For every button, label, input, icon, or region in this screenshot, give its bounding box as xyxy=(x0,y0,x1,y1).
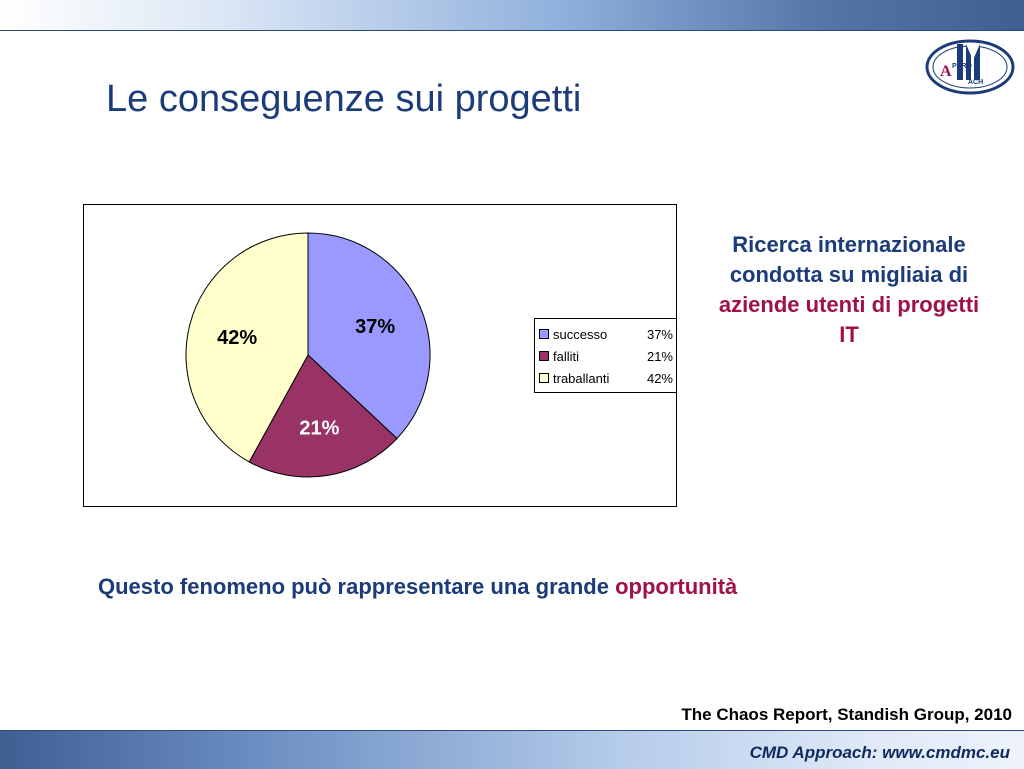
research-note: Ricerca internazionale condotta su migli… xyxy=(708,230,990,350)
pie-slice-falliti xyxy=(248,354,398,478)
legend-value: 42% xyxy=(646,370,673,386)
source-citation: The Chaos Report, Standish Group, 2010 xyxy=(681,705,1012,724)
legend-label: traballanti xyxy=(553,370,610,386)
legend-label: successo xyxy=(553,326,608,342)
statement-highlight: opportunità xyxy=(615,574,738,599)
legend-swatch-traballanti xyxy=(539,373,549,383)
research-note-highlight: aziende utenti di progetti IT xyxy=(718,292,980,347)
svg-text:ACH: ACH xyxy=(968,79,983,86)
chart-legend: successo 37% falliti 21% traballanti 42% xyxy=(534,318,677,393)
legend-label: falliti xyxy=(553,348,580,364)
pie-label-successo: 37% xyxy=(355,316,395,338)
company-logo: A PPRO ACH xyxy=(924,38,1016,101)
pie-slice-successo xyxy=(307,232,431,440)
pie-chart: 37% 21% 42% xyxy=(185,232,431,478)
svg-text:A: A xyxy=(940,63,952,80)
footer-website: CMD Approach: www.cmdmc.eu xyxy=(749,743,1010,762)
pie-label-falliti: 21% xyxy=(299,417,339,439)
opportunity-statement: Questo fenomeno può rappresentare una gr… xyxy=(98,574,938,600)
statement-plain: Questo fenomeno può rappresentare una gr… xyxy=(98,574,616,599)
svg-text:PPRO: PPRO xyxy=(952,63,972,70)
pie-label-traballanti: 42% xyxy=(217,327,257,349)
legend-item-falliti: falliti 21% xyxy=(539,345,673,367)
legend-item-successo: successo 37% xyxy=(539,323,673,345)
legend-value: 37% xyxy=(646,326,673,342)
chart-frame: 37% 21% 42% successo 37% falliti 21% traba… xyxy=(83,204,677,507)
pie-slice-traballanti xyxy=(185,232,309,463)
bottom-gradient-bar xyxy=(0,730,1024,769)
slide-title: Le conseguenze sui progetti xyxy=(106,78,582,120)
top-gradient-bar xyxy=(0,0,1024,31)
legend-swatch-falliti xyxy=(539,351,549,361)
legend-swatch-successo xyxy=(539,329,549,339)
legend-item-traballanti: traballanti 42% xyxy=(539,367,673,389)
research-note-plain: Ricerca internazionale condotta su migli… xyxy=(729,232,969,287)
legend-value: 21% xyxy=(646,348,673,364)
